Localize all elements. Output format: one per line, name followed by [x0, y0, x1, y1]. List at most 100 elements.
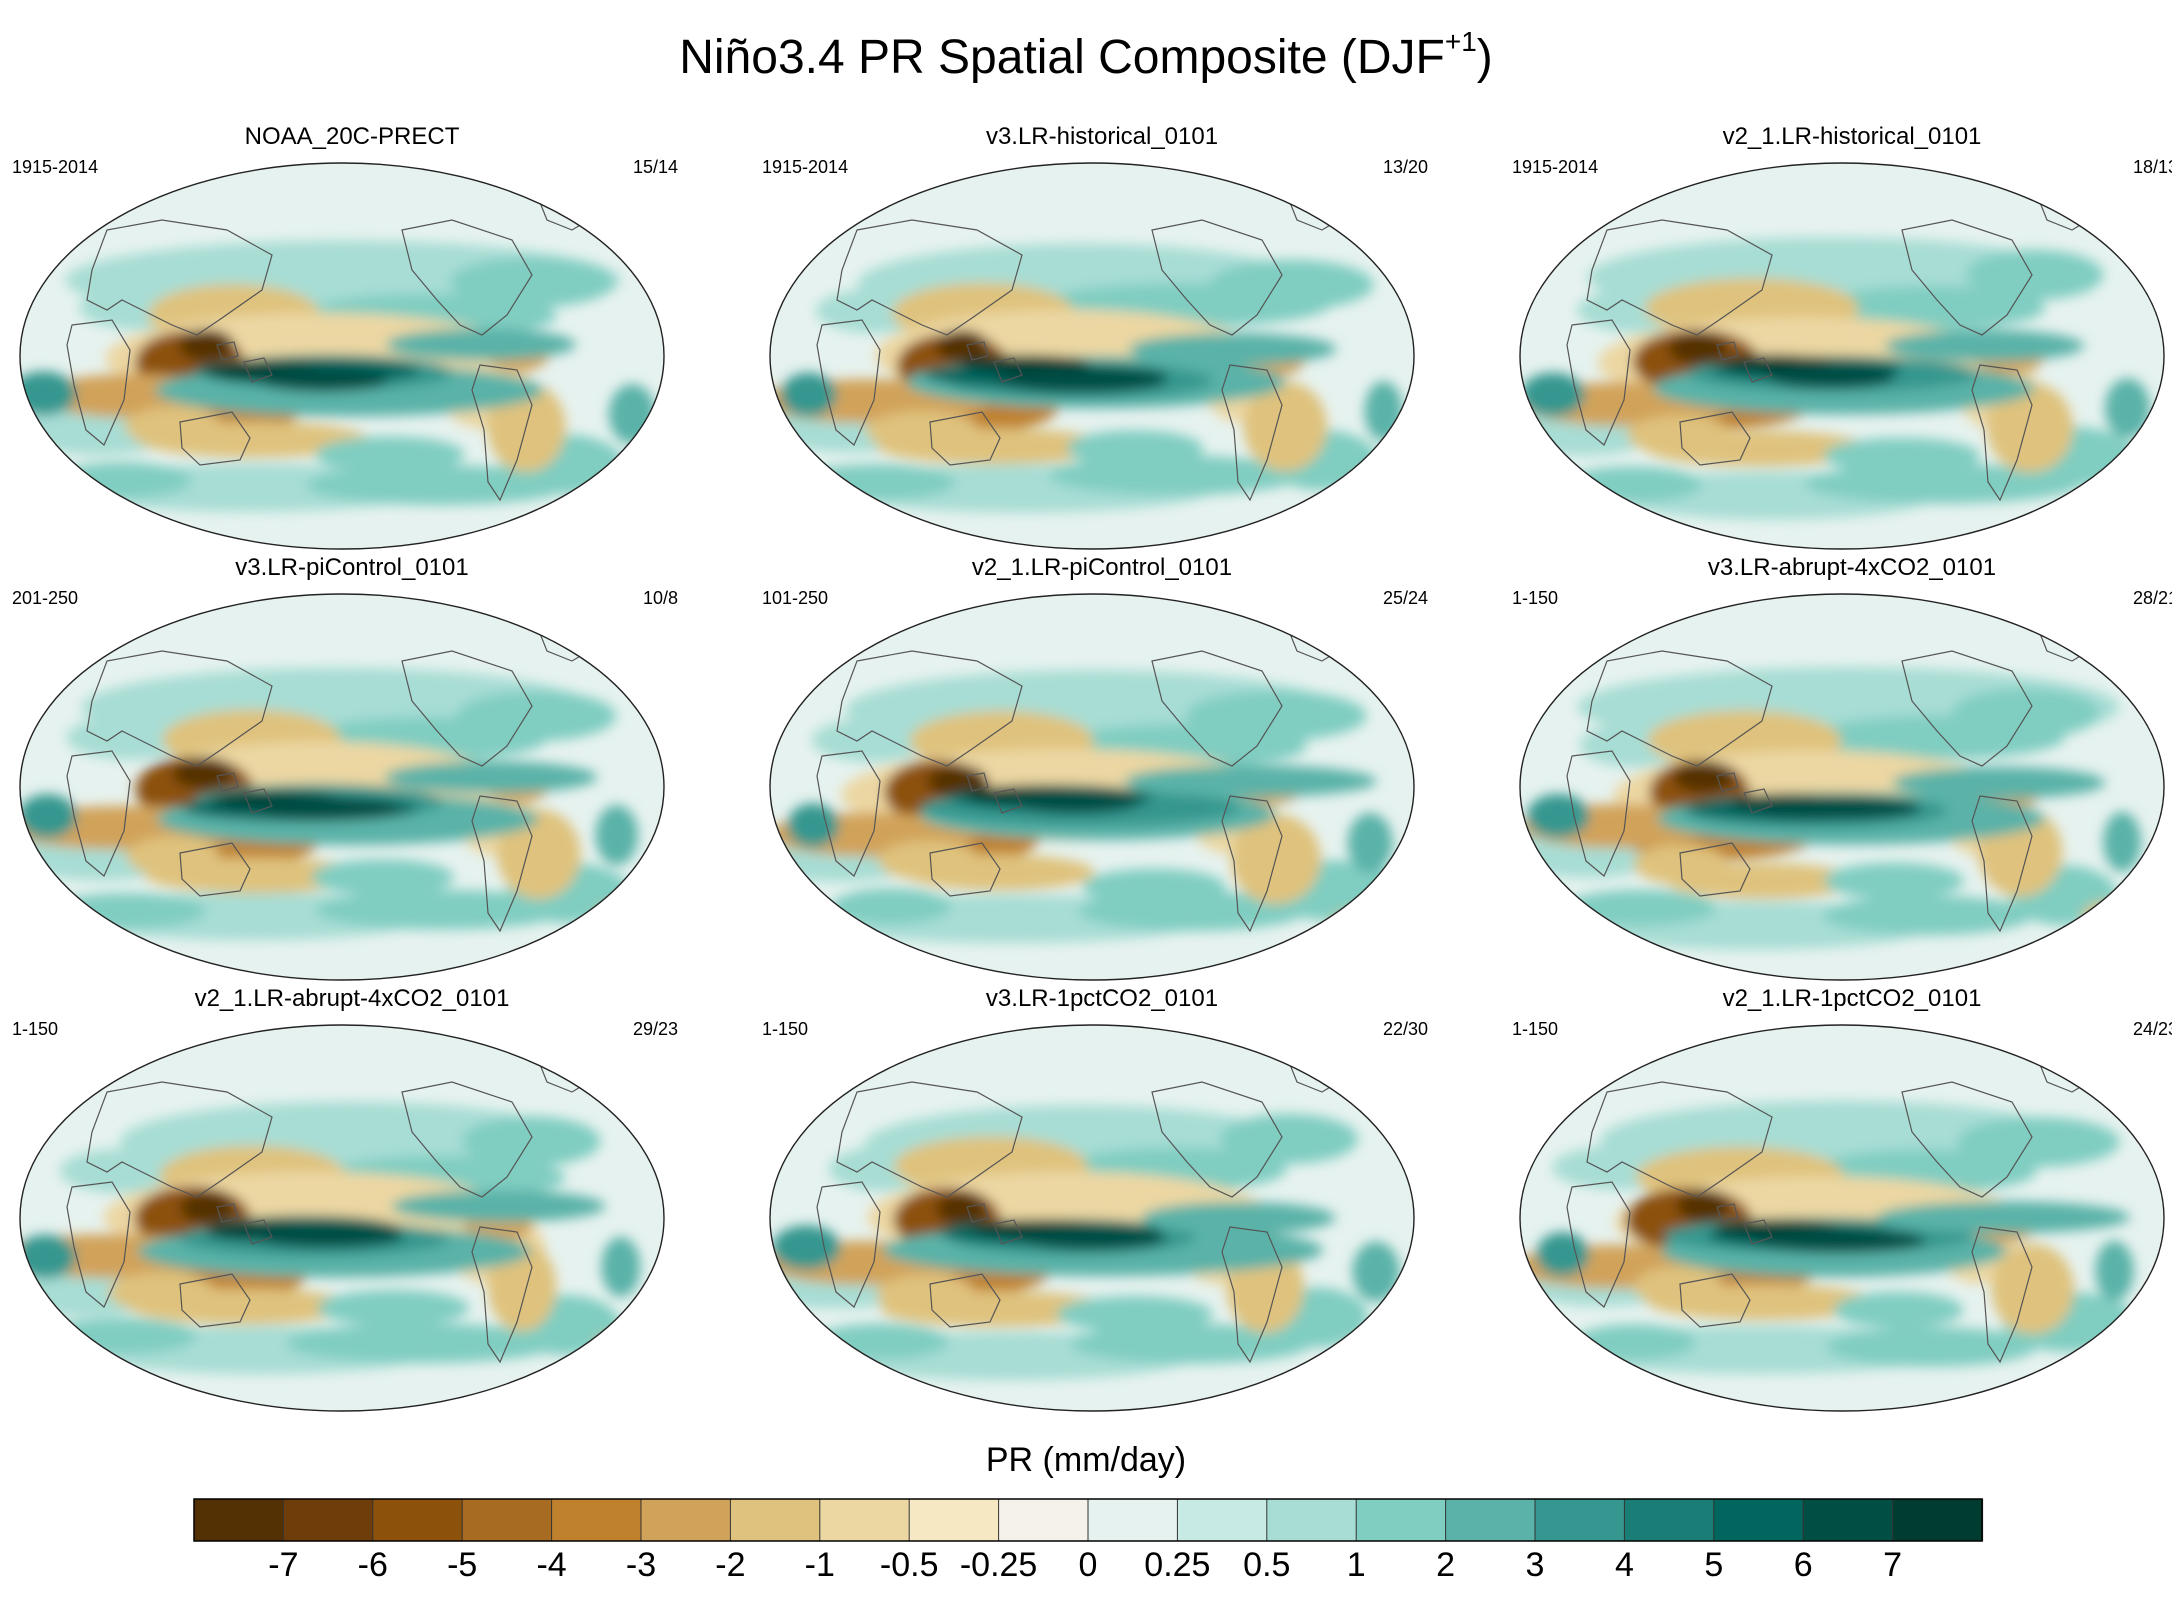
anomaly-region [144, 857, 367, 894]
anomaly-region [1573, 1324, 1696, 1361]
colorbar-swatch [1892, 1498, 1984, 1542]
anomaly-region [1877, 1201, 2131, 1234]
coastline [216, 1203, 239, 1223]
anomaly-region [1526, 794, 1590, 838]
anomaly-region [179, 329, 235, 362]
panel-count-label: 24/23 [2132, 1019, 2172, 1039]
panel-title: v2_1.LR-1pctCO2_0101 [1722, 985, 1982, 1012]
anomaly-region [306, 465, 571, 506]
coastline [993, 357, 1023, 383]
coastline [1151, 650, 1283, 767]
coastline [401, 219, 533, 336]
anomaly-region [1755, 1228, 1927, 1253]
anomaly-region [1822, 895, 2033, 936]
colorbar-swatch [551, 1498, 643, 1542]
anomaly-region [1957, 1117, 2120, 1167]
panel-count-label: 13/20 [1382, 157, 1428, 177]
anomaly-region [2099, 473, 2164, 506]
anomaly-region [1082, 868, 1226, 905]
anomaly-region [1986, 382, 2074, 473]
coastline [1901, 650, 2033, 767]
anomaly-region [876, 428, 1113, 465]
coastline [1221, 1226, 1283, 1364]
coastline [836, 219, 1023, 336]
anomaly-region [1345, 1336, 1414, 1368]
coastline [1566, 1181, 1631, 1308]
map-panel: v2_1.LR-1pctCO2_0101 1-150 24/23 [1512, 984, 2172, 1414]
anomaly-region [137, 421, 370, 458]
anomaly-region [1668, 332, 1729, 365]
anomaly-region [20, 1234, 77, 1279]
anomaly-region [384, 761, 598, 794]
figure-title: Niño3.4 PR Spatial Composite (DJF+1) [0, 28, 2172, 88]
panel-count-label: 10/8 [642, 588, 678, 608]
figure-title-superscript: +1 [1444, 26, 1477, 57]
coastline [179, 842, 251, 897]
anomaly-region [772, 1225, 841, 1270]
coastline [1716, 341, 1739, 361]
anomaly-region [2103, 811, 2141, 872]
anomaly-region [315, 436, 465, 473]
anomaly-region [1128, 333, 1337, 365]
coastline [179, 1273, 251, 1328]
anomaly-region [594, 901, 664, 934]
colorbar-swatch [1176, 1498, 1268, 1542]
coastline [86, 650, 273, 767]
anomaly-region [385, 328, 576, 361]
anomaly-region [2082, 899, 2164, 932]
map-panel: v2_1.LR-historical_0101 1915-2014 18/13 [1512, 122, 2172, 552]
anomaly-region [595, 805, 638, 866]
anomaly-region [961, 355, 1091, 374]
panel-count-label: 29/23 [632, 1019, 678, 1039]
anomaly-region [1070, 1323, 1312, 1364]
anomaly-region [1066, 430, 1204, 467]
anomaly-region [1891, 766, 2106, 799]
coastline [1679, 411, 1751, 466]
coastline [816, 319, 881, 446]
anomaly-region [1520, 372, 1585, 417]
coastline [66, 1181, 131, 1308]
colorbar-tick-label: -1 [805, 1546, 835, 1584]
anomaly-region [1017, 1226, 1167, 1251]
panel-count-label: 18/13 [2132, 157, 2172, 177]
anomaly-region [180, 1191, 236, 1224]
panel-period-label: 1-150 [1512, 588, 1559, 608]
coastline [1971, 795, 2033, 933]
anomaly-region [1219, 1113, 1359, 1164]
panel-title: v3.LR-piControl_0101 [235, 554, 469, 581]
coastline [1971, 364, 2033, 502]
anomaly-region [1815, 285, 2046, 330]
anomaly-region [1008, 789, 1141, 814]
colorbar-tick-label: 3 [1526, 1546, 1545, 1584]
map-border [1519, 593, 2165, 981]
colorbar-tick-label: -3 [626, 1546, 656, 1584]
coastline [179, 411, 251, 466]
precip-anomaly-map [19, 593, 665, 981]
colorbar-title: PR (mm/day) [985, 1441, 1187, 1479]
colorbar-tick-label: 7 [1883, 1546, 1902, 1584]
coastline [1586, 219, 1773, 336]
coastline [1151, 1081, 1283, 1198]
colorbar-swatch [819, 1498, 911, 1542]
map-border [769, 593, 1415, 981]
colorbar-swatch [1445, 1498, 1537, 1542]
colorbar-tick-label: 0.5 [1243, 1546, 1290, 1584]
anomaly-region [1243, 381, 1328, 472]
map-border [19, 1024, 665, 1412]
colorbar-swatch [729, 1498, 821, 1542]
anomaly-region [927, 765, 988, 798]
anomaly-region [1347, 813, 1393, 873]
anomaly-region [1141, 1201, 1336, 1234]
precip-anomaly-map [1519, 1024, 2165, 1412]
colorbar-tick-label: 5 [1704, 1546, 1723, 1584]
colorbar-swatch [1713, 1498, 1805, 1542]
coastline [836, 1081, 1023, 1198]
panel-title: v2_1.LR-piControl_0101 [971, 554, 1233, 581]
coastline [401, 1081, 533, 1198]
anomaly-region [794, 464, 956, 501]
panel-period-label: 1915-2014 [762, 157, 849, 177]
colorbar-tick-label: -0.5 [880, 1546, 939, 1584]
map-border [1519, 162, 2165, 550]
anomaly-region [1209, 259, 1374, 310]
coastline [1586, 1081, 1773, 1198]
